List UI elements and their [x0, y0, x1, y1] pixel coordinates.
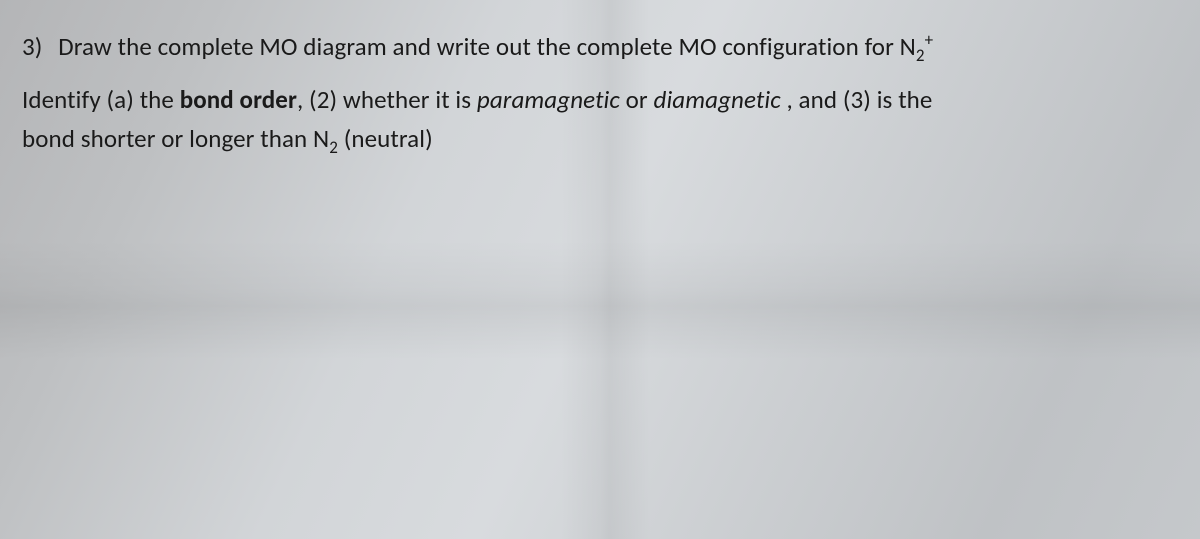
line3-pre: bond shorter or longer than N: [22, 123, 329, 154]
identify-lead: Identify (a) the: [22, 84, 180, 115]
diamagnetic-label: diamagnetic: [654, 84, 787, 115]
or-text: or: [620, 84, 654, 115]
question-number: 3): [22, 28, 42, 67]
prompt-subscript: 2: [916, 45, 925, 66]
prompt-text: Draw the complete MO diagram and write o…: [58, 31, 916, 62]
sep-1: , (2) whether it is: [297, 84, 477, 115]
line3-subscript: 2: [329, 137, 338, 158]
question-line-3: bond shorter or longer than N2 (neutral): [22, 120, 1166, 159]
paper-horizontal-fold: [0, 240, 1200, 360]
sep-2: , and (3) is the: [786, 84, 932, 115]
paramagnetic-label: paramagnetic: [477, 84, 620, 115]
question-line-1: 3) Draw the complete MO diagram and writ…: [22, 28, 1166, 67]
prompt-superscript: +: [925, 30, 934, 51]
bond-order-label: bond order: [180, 84, 297, 115]
question-line-2: Identify (a) the bond order, (2) whether…: [22, 81, 1166, 120]
line3-post: (neutral): [338, 123, 433, 154]
